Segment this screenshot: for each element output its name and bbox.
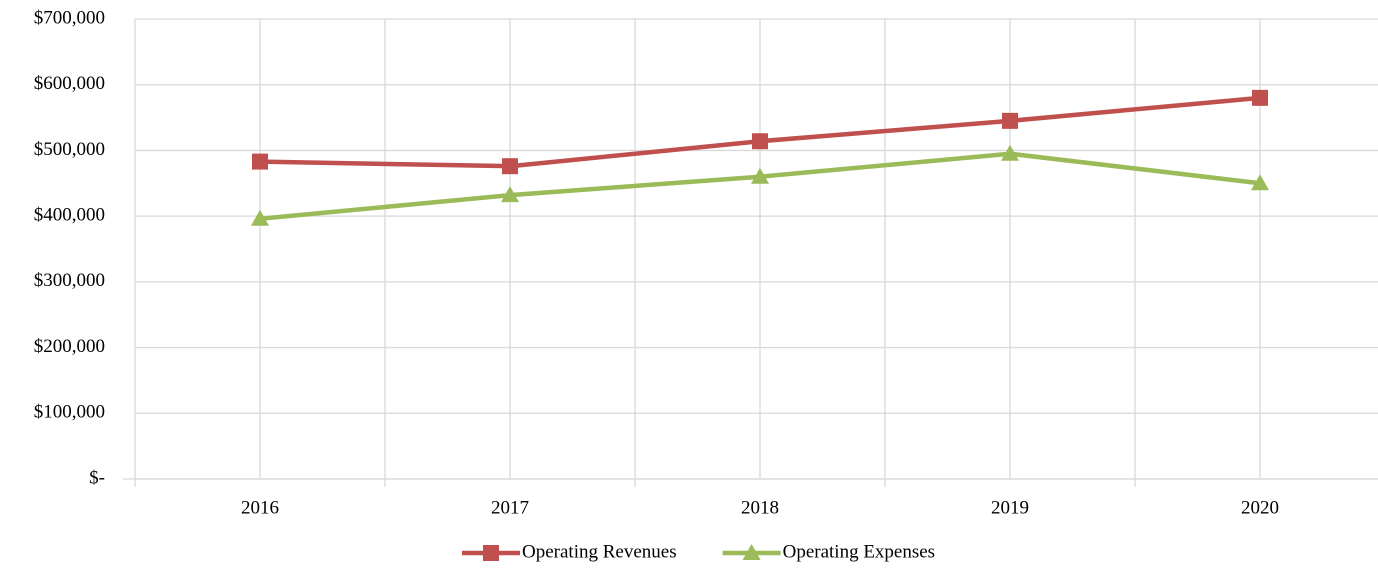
x-tick-label: 2018 — [741, 497, 779, 518]
marker — [1001, 144, 1019, 161]
legend-label: Operating Revenues — [522, 541, 677, 562]
y-tick-label: $400,000 — [34, 205, 105, 226]
x-tick-label: 2017 — [491, 497, 529, 518]
legend-marker — [742, 544, 761, 560]
y-tick-label: $300,000 — [34, 270, 105, 291]
legend-marker — [483, 545, 499, 561]
y-tick-label: $100,000 — [34, 402, 105, 423]
marker — [502, 158, 518, 175]
y-tick-label: $600,000 — [34, 73, 105, 94]
marker — [251, 209, 269, 226]
marker — [1251, 174, 1269, 191]
marker — [501, 186, 519, 203]
y-tick-label: $500,000 — [34, 139, 105, 160]
marker — [1002, 112, 1018, 129]
marker — [252, 153, 268, 170]
marker — [1252, 89, 1268, 106]
marker — [751, 167, 769, 184]
y-tick-label: $- — [89, 467, 105, 488]
legend-item: Operating Revenues — [462, 541, 677, 562]
legend-label: Operating Expenses — [783, 541, 935, 562]
marker — [752, 133, 768, 150]
y-tick-label: $700,000 — [34, 7, 105, 28]
x-tick-label: 2016 — [241, 497, 279, 518]
x-tick-label: 2019 — [991, 497, 1029, 518]
y-tick-label: $200,000 — [34, 336, 105, 357]
x-tick-label: 2020 — [1241, 497, 1279, 518]
legend-item: Operating Expenses — [722, 541, 935, 562]
